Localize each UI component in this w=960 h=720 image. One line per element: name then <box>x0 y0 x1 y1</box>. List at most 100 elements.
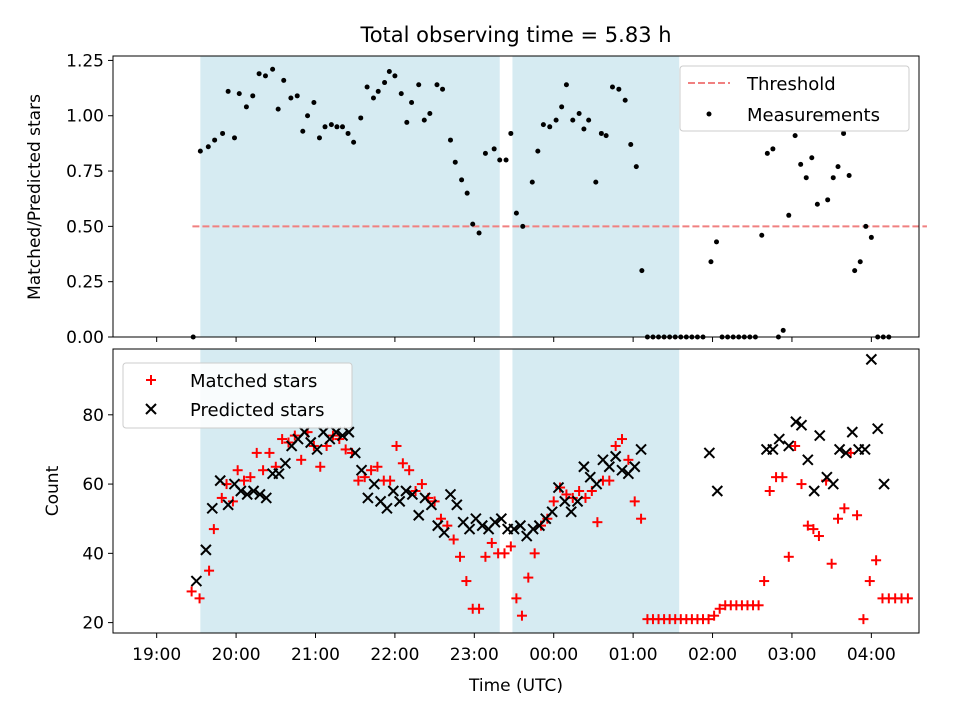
measurement-point <box>262 73 268 79</box>
matched-star-marker <box>258 465 269 476</box>
bottom-plot-frame <box>112 348 920 634</box>
bottom-y-tick-label: 60 <box>82 475 104 495</box>
matched-star-marker <box>858 614 869 625</box>
measurement-point <box>322 124 328 130</box>
predicted-star-marker <box>214 474 226 487</box>
measurement-point <box>603 133 609 139</box>
measurement-point <box>559 104 565 110</box>
predicted-star-marker <box>827 478 839 490</box>
measurement-point <box>281 77 287 83</box>
predicted-star-marker <box>362 492 374 504</box>
measurement-point <box>628 142 634 148</box>
predicted-star-marker <box>413 509 425 521</box>
predicted-star-marker <box>773 433 785 445</box>
bottom-y-tick-label: 20 <box>82 614 104 634</box>
measurement-point <box>305 113 311 119</box>
matched-star-marker <box>264 447 275 458</box>
matched-star-marker <box>802 520 813 531</box>
predicted-star-marker <box>795 419 808 431</box>
measurement-point <box>639 268 645 274</box>
bottom-x-axis: 19:00 20:00 21:00 22:00 23:00 00:00 01:00 02:00… <box>132 633 896 665</box>
predicted-star-marker <box>802 454 814 466</box>
matched-star-marker <box>480 551 491 562</box>
matched-star-marker <box>548 496 559 507</box>
measurement-point <box>339 124 345 130</box>
observing-window-1 <box>200 56 500 337</box>
legend-predicted-label: Predicted stars <box>190 400 324 421</box>
measurement-point <box>708 259 714 265</box>
matched-star-marker <box>232 465 243 476</box>
measurement-point <box>622 97 628 103</box>
measurement-point <box>300 128 306 134</box>
legend-bottom: Matched stars Predicted stars <box>122 362 353 429</box>
measurement-point <box>835 164 841 170</box>
measurement-point <box>616 86 622 92</box>
measurement-point <box>770 146 776 152</box>
matched-star-marker <box>204 565 215 576</box>
predicted-star-marker <box>833 443 846 456</box>
predicted-star-marker <box>546 506 558 518</box>
measurement-point <box>358 115 364 121</box>
predicted-star-marker <box>222 499 234 511</box>
predicted-star-marker <box>783 440 795 452</box>
measurement-point <box>482 150 488 156</box>
matched-star-marker <box>516 610 527 621</box>
predicted-star-marker <box>859 443 871 456</box>
predicted-star-marker <box>343 426 355 438</box>
predicted-star-marker <box>254 488 266 501</box>
measurement-point <box>205 144 211 150</box>
matched-star-marker <box>623 454 634 465</box>
matched-star-marker <box>839 503 850 514</box>
measurement-point <box>809 155 815 161</box>
top-y-tick-label: 0.00 <box>66 328 104 348</box>
measurement-point <box>328 122 334 128</box>
legend-matched-label: Matched stars <box>190 371 317 392</box>
measurement-point <box>440 86 446 92</box>
matched-star-marker <box>714 603 725 614</box>
matched-star-marker <box>251 447 262 458</box>
measurement-point <box>553 117 559 123</box>
measurement-point <box>225 88 231 94</box>
measurement-point <box>236 91 242 97</box>
predicted-star-marker <box>393 495 406 508</box>
ratio-panel: Total observing time = 5.83 h 0.000.250.… <box>25 23 927 348</box>
legend-measurements-label: Measurements <box>747 105 880 126</box>
x-tick-label: 04:00 <box>847 645 896 665</box>
matched-star-marker <box>372 461 383 472</box>
matched-star-marker <box>871 555 882 566</box>
x-tick-label: 22:00 <box>370 645 419 665</box>
predicted-star-marker <box>590 478 603 490</box>
measurement-point <box>586 117 592 123</box>
predicted-star-marker <box>235 485 247 497</box>
measurement-point <box>447 137 453 143</box>
predicted-star-marker <box>200 544 212 556</box>
measurement-point <box>470 221 476 227</box>
observing-windows-top <box>200 56 680 337</box>
observing-window-2 <box>512 56 680 337</box>
count-panel: 20 40 60 80 19:00 20:00 21:00 22:00 23:00 00:00 0… <box>43 348 920 696</box>
measurement-point <box>714 239 720 245</box>
measurement-point <box>825 197 831 203</box>
predicted-star-marker <box>565 506 577 518</box>
x-axis-label: Time (UTC) <box>468 676 563 696</box>
measurement-point <box>434 82 440 88</box>
predicted-star-marker <box>489 516 501 528</box>
bottom-y-axis-label: Count <box>43 465 63 516</box>
top-y-tick-label: 1.00 <box>66 107 104 127</box>
legend-top: Threshold Measurements <box>679 65 910 132</box>
matched-stars-points <box>186 427 913 625</box>
matched-star-marker <box>574 486 585 496</box>
matched-star-marker <box>455 551 466 562</box>
measurement-point <box>197 148 203 154</box>
top-y-tick-label: 0.75 <box>66 162 104 182</box>
matched-star-marker <box>864 576 875 587</box>
matched-star-marker <box>617 434 628 445</box>
matched-star-marker <box>709 610 720 621</box>
predicted-star-marker <box>790 416 802 428</box>
predicted-stars-points <box>190 353 890 587</box>
measurement-point <box>857 259 863 265</box>
measurement-point <box>540 122 546 128</box>
measurement-point <box>535 148 541 154</box>
predicted-star-marker <box>846 426 859 438</box>
measurement-point <box>563 82 569 88</box>
